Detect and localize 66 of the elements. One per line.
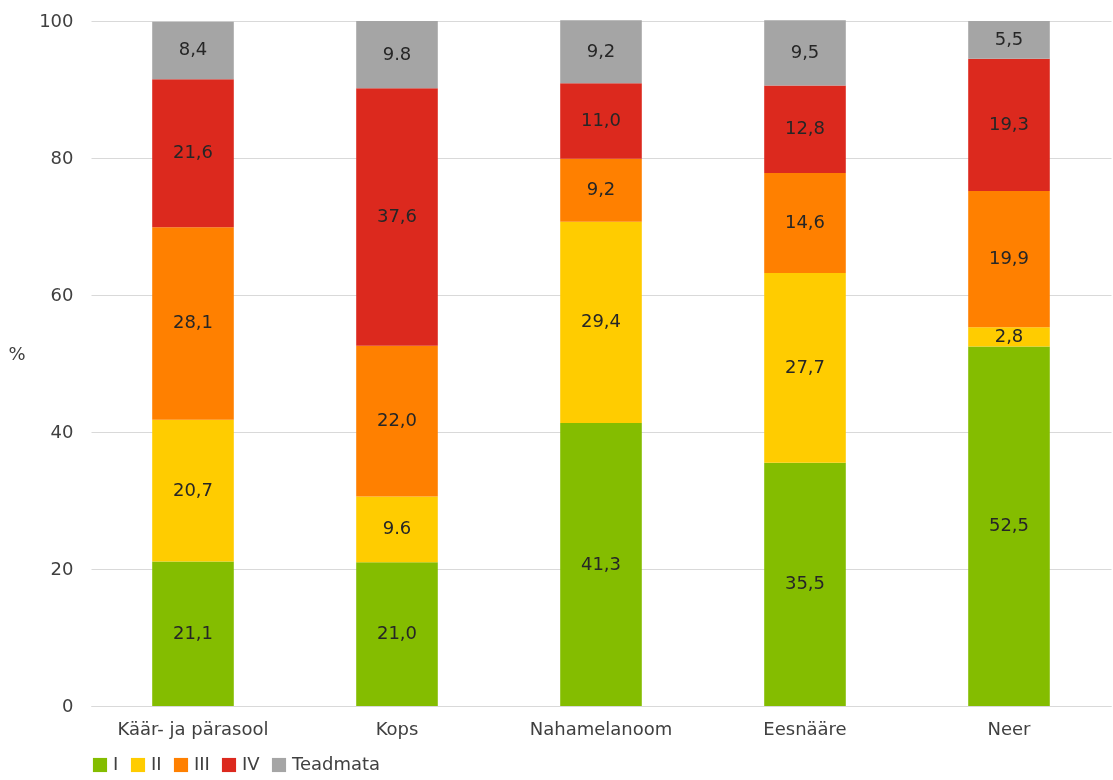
y-tick-label: 40 [50, 420, 74, 442]
data-label: 35,5 [784, 572, 826, 594]
data-label: 41,3 [580, 552, 622, 574]
y-axis-title: % [8, 343, 26, 364]
x-tick-label: Nahamelanoom [529, 717, 673, 739]
bar [764, 85, 846, 174]
data-label: 27,7 [784, 355, 826, 377]
legend-label: II [151, 753, 162, 774]
legend-label: III [194, 753, 210, 774]
data-label: 8,4 [178, 38, 208, 60]
bar [152, 419, 234, 562]
bar [560, 221, 642, 424]
y-tick-label: 80 [50, 146, 74, 168]
data-label: 11,0 [580, 109, 622, 131]
data-label: 22,0 [376, 409, 418, 431]
bar [560, 423, 642, 706]
data-label: 21,1 [172, 621, 214, 643]
y-tick-label: 0 [62, 694, 74, 716]
x-tick-label: Neer [987, 717, 1032, 739]
data-label: 19,3 [988, 112, 1030, 134]
data-label: 9,5 [790, 40, 820, 62]
bar [764, 273, 846, 463]
legend-label: I [113, 753, 119, 774]
bar [152, 21, 234, 80]
data-label: 21,6 [172, 141, 214, 163]
data-label: 9.6 [382, 517, 412, 539]
bar [560, 20, 642, 84]
bar [356, 562, 438, 706]
bar [968, 21, 1050, 59]
bar [152, 561, 234, 706]
bar [356, 88, 438, 346]
data-label: 12,8 [784, 117, 826, 139]
data-label: 5,5 [994, 27, 1024, 49]
x-tick-label: Käär- ja pärasool [117, 717, 269, 739]
bar [356, 345, 438, 497]
x-tick-label: Kops [375, 717, 419, 739]
data-label: 9.8 [382, 42, 412, 64]
data-label: 29,4 [580, 310, 622, 332]
bar [764, 20, 846, 86]
data-label: 20,7 [172, 478, 214, 500]
bar [968, 190, 1050, 328]
bar [764, 173, 846, 274]
bar [560, 83, 642, 159]
y-tick-label: 60 [50, 283, 74, 305]
bar [968, 346, 1050, 706]
legend-label: Teadmata [291, 753, 381, 774]
data-label: 14,6 [784, 211, 826, 233]
data-label: 52,5 [988, 514, 1030, 536]
bar [152, 79, 234, 228]
bar [152, 227, 234, 420]
bar [356, 21, 438, 89]
data-label: 2,8 [994, 324, 1024, 346]
x-tick-label: Eesnääre [763, 717, 847, 739]
bar [764, 462, 846, 706]
data-label: 19,9 [988, 247, 1030, 269]
data-label: 37,6 [376, 204, 418, 226]
bar [356, 496, 438, 563]
data-label: 9,2 [586, 178, 616, 200]
bar [560, 158, 642, 222]
data-label: 9,2 [586, 39, 616, 61]
y-tick-label: 20 [50, 557, 74, 579]
y-tick-label: 100 [39, 9, 74, 31]
legend-label: IV [242, 753, 261, 774]
data-label: 28,1 [172, 311, 214, 333]
bar [968, 58, 1050, 191]
data-label: 21,0 [376, 622, 418, 644]
